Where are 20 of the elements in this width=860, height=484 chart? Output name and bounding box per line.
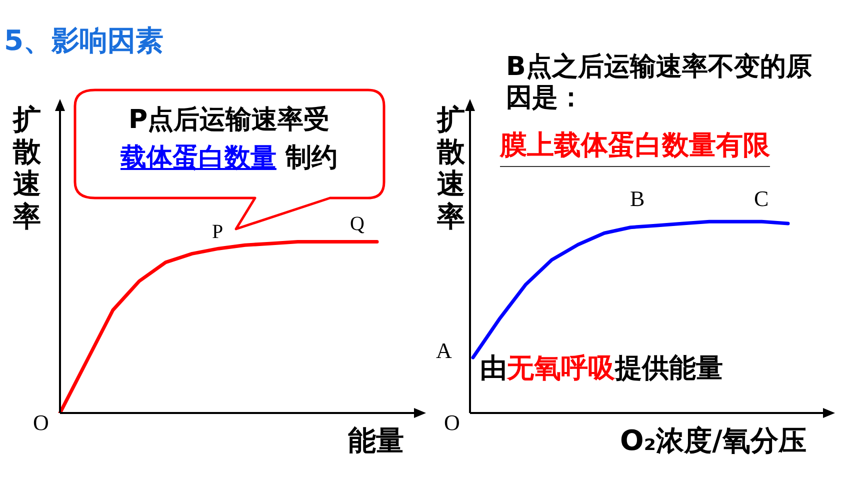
text: O [444,410,460,436]
text: B点之后运输速率不变的原因是： [506,52,813,114]
x-axis-title: O₂浓度/氧分压 [620,423,806,459]
x-axis-title: 能量 [348,423,404,459]
text: 载体蛋白数量 [120,142,276,173]
annotation: 提供能量 [615,353,723,384]
annotation: P [212,220,224,244]
text: C [754,186,769,212]
annotation: 由 [480,353,507,384]
text: P点后运输速率受 [127,104,331,137]
y-axis-title: 扩散速率 [12,103,42,233]
annotation: 无氧呼吸 [507,353,615,384]
text: 制约 [286,142,338,173]
chart-title: 5、影响因素 [4,23,164,59]
text: A [436,338,452,364]
text: Q [350,212,364,236]
text: 膜上载体蛋白数量有限 [500,130,770,168]
y-axis-title: 扩散速率 [436,103,466,233]
text: B [630,186,645,212]
text: O [33,410,49,436]
